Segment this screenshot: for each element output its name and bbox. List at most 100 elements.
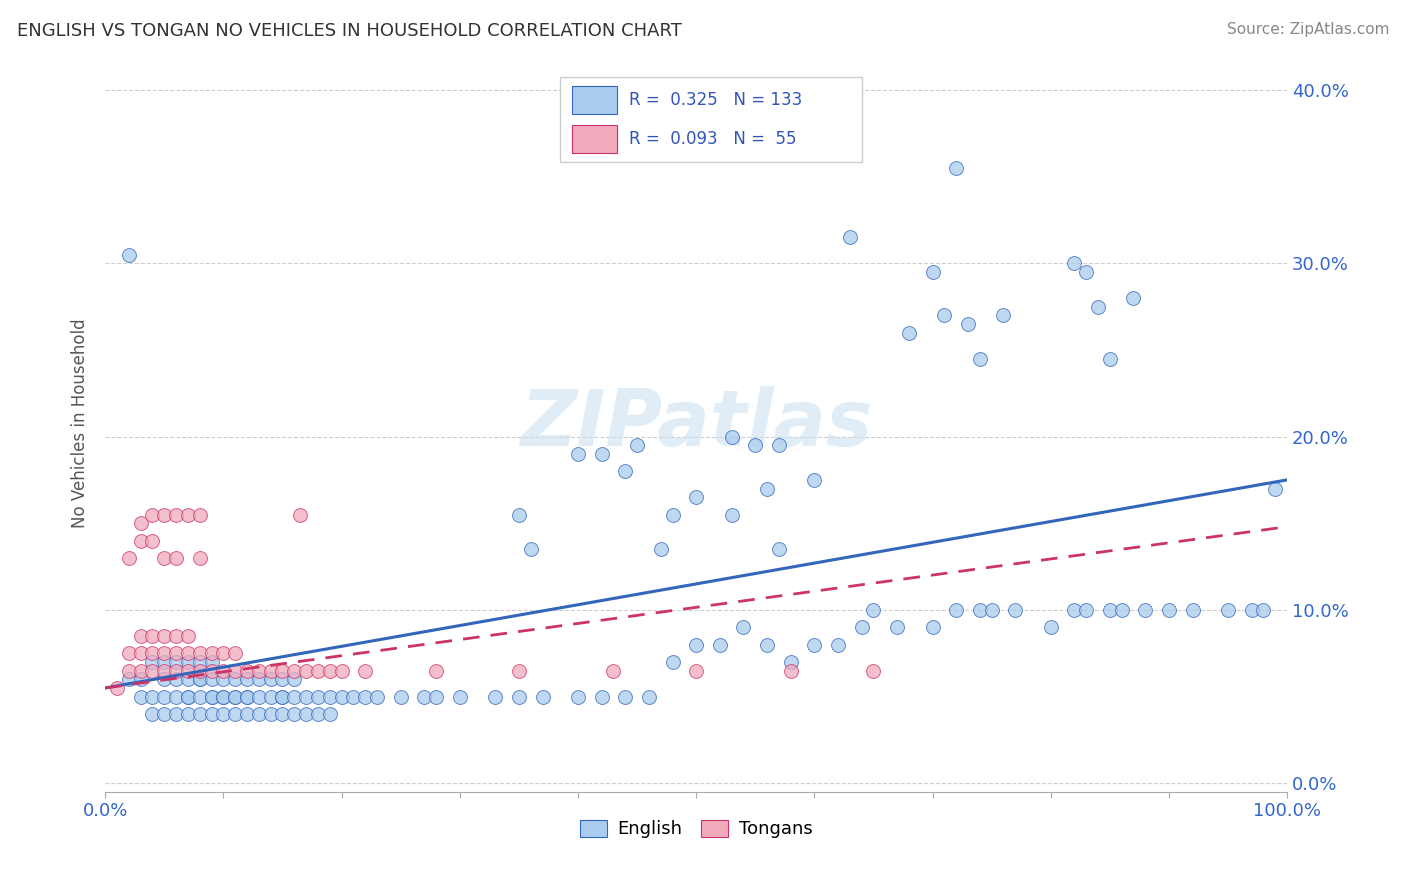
Point (224, 690, 246, 704)
Point (591, 447, 613, 461)
Point (1098, 603, 1121, 617)
Point (212, 664, 235, 678)
Point (1039, 620, 1062, 634)
Text: R =  0.093   N =  55: R = 0.093 N = 55 (628, 130, 796, 148)
Point (224, 706, 246, 721)
Point (389, 690, 412, 704)
Point (354, 690, 377, 704)
Point (153, 508, 176, 522)
Point (1087, 300, 1109, 314)
Point (567, 690, 589, 704)
Point (638, 690, 661, 704)
Point (330, 690, 353, 704)
Point (295, 690, 318, 704)
Point (661, 655, 683, 669)
Point (260, 690, 283, 704)
Point (897, 326, 920, 340)
Point (956, 317, 979, 331)
Point (165, 673, 187, 687)
Point (685, 638, 707, 652)
Point (934, 308, 956, 322)
Point (1157, 603, 1180, 617)
FancyBboxPatch shape (560, 78, 862, 162)
Text: R =  0.325   N = 133: R = 0.325 N = 133 (628, 91, 801, 109)
Point (200, 664, 222, 678)
Point (354, 664, 377, 678)
Point (236, 690, 259, 704)
Point (1063, 603, 1085, 617)
Point (779, 655, 801, 669)
Point (685, 664, 707, 678)
Point (425, 664, 447, 678)
Point (519, 542, 541, 557)
Point (307, 706, 329, 721)
Point (271, 706, 294, 721)
Point (165, 655, 187, 669)
Point (921, 265, 943, 279)
Point (247, 664, 270, 678)
Point (188, 690, 211, 704)
Point (319, 690, 342, 704)
Point (153, 646, 176, 660)
Point (177, 664, 200, 678)
Point (141, 646, 163, 660)
Point (413, 690, 436, 704)
Point (188, 673, 211, 687)
Point (756, 482, 779, 496)
Point (200, 655, 222, 669)
Point (271, 664, 294, 678)
Point (508, 690, 530, 704)
Point (803, 473, 825, 487)
Point (283, 673, 305, 687)
Point (153, 664, 176, 678)
Point (768, 438, 790, 452)
Point (1253, 603, 1275, 617)
Point (177, 690, 200, 704)
Point (118, 550, 141, 565)
Point (838, 230, 860, 244)
Point (1063, 256, 1085, 270)
Bar (572, 87, 617, 114)
Point (330, 664, 353, 678)
Point (661, 508, 683, 522)
Point (212, 706, 235, 721)
Point (969, 351, 991, 366)
Point (200, 690, 222, 704)
Point (851, 620, 873, 634)
Point (744, 438, 766, 452)
Point (165, 508, 187, 522)
Point (1076, 265, 1098, 279)
Point (290, 508, 312, 522)
Point (177, 673, 200, 687)
Point (626, 438, 648, 452)
Point (118, 673, 141, 687)
Point (733, 620, 755, 634)
Point (153, 655, 176, 669)
Point (153, 673, 176, 687)
Point (508, 508, 530, 522)
Point (779, 664, 801, 678)
Point (283, 690, 305, 704)
Point (212, 646, 235, 660)
Point (236, 664, 259, 678)
Point (224, 673, 246, 687)
Point (141, 533, 163, 548)
Point (105, 681, 128, 695)
Point (212, 690, 235, 704)
Point (720, 429, 742, 443)
Point (921, 620, 943, 634)
Point (650, 542, 672, 557)
Point (141, 629, 163, 643)
Point (188, 655, 211, 669)
Point (200, 646, 222, 660)
Point (129, 533, 152, 548)
Point (980, 603, 1002, 617)
Point (236, 690, 259, 704)
Point (567, 447, 589, 461)
Point (271, 690, 294, 704)
Point (118, 664, 141, 678)
Point (260, 673, 283, 687)
Point (177, 629, 200, 643)
Point (236, 706, 259, 721)
Point (153, 550, 176, 565)
